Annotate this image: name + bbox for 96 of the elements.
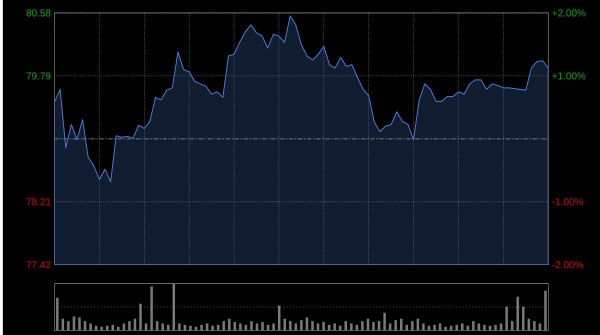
- bar: [189, 326, 192, 330]
- bar: [206, 323, 208, 330]
- bar: [416, 318, 420, 330]
- bar: [378, 320, 380, 330]
- bar: [306, 317, 308, 330]
- bar: [483, 324, 486, 330]
- bar: [84, 320, 86, 330]
- bar: [112, 324, 114, 330]
- bar: [266, 324, 270, 330]
- y2-tick-label: +2.00%: [552, 9, 586, 16]
- bar: [388, 323, 392, 330]
- bar: [411, 320, 414, 330]
- bar: [117, 326, 120, 330]
- y2-tick-label: -2.00%: [552, 261, 583, 268]
- bar: [328, 324, 330, 330]
- bar: [488, 326, 492, 330]
- bar: [500, 323, 502, 330]
- bar: [234, 322, 236, 330]
- bar: [128, 320, 131, 330]
- bar: [322, 322, 325, 330]
- bar: [406, 324, 408, 330]
- bar: [289, 320, 292, 330]
- bar: [144, 323, 148, 330]
- bar: [216, 324, 220, 330]
- bar: [200, 324, 203, 330]
- bar: [228, 318, 231, 330]
- bar: [361, 320, 364, 330]
- bar: [89, 323, 92, 330]
- bar: [533, 320, 536, 330]
- bar: [78, 317, 81, 330]
- y2-tick-label: -1.00%: [552, 198, 583, 206]
- bar: [478, 323, 480, 330]
- bar: [250, 320, 253, 330]
- bar: [134, 318, 136, 330]
- bar: [466, 326, 470, 330]
- bar: [461, 323, 464, 330]
- bar: [194, 326, 198, 330]
- bar: [422, 323, 425, 330]
- y-tick-label: 79.79: [26, 72, 50, 80]
- bar: [156, 320, 158, 330]
- bar: [383, 312, 386, 330]
- bar: [311, 320, 314, 330]
- y-tick-label: 77.42: [26, 261, 50, 268]
- bar: [244, 324, 248, 330]
- bar: [150, 286, 153, 330]
- bar: [222, 320, 225, 330]
- y-tick-label: 80.58: [26, 9, 51, 16]
- bar: [438, 323, 442, 330]
- bar: [494, 324, 497, 330]
- bar: [167, 324, 170, 330]
- bar: [211, 326, 214, 330]
- bar: [356, 324, 358, 330]
- bar: [184, 324, 186, 330]
- bar: [433, 324, 436, 330]
- bar: [338, 326, 342, 330]
- bar: [261, 322, 264, 330]
- bar: [505, 306, 508, 330]
- y2-tick-label: +1.00%: [552, 72, 586, 80]
- bar: [172, 283, 176, 330]
- bar: [283, 318, 286, 330]
- bar: [472, 320, 475, 330]
- bar: [278, 305, 280, 330]
- bar: [139, 304, 142, 330]
- bar: [272, 323, 275, 330]
- bar: [522, 306, 525, 330]
- bar: [316, 323, 320, 330]
- bar: [62, 318, 64, 330]
- bar: [100, 326, 103, 330]
- bar: [161, 323, 164, 330]
- bar: [122, 323, 126, 330]
- bar: [256, 323, 258, 330]
- bar: [67, 320, 70, 330]
- bar: [528, 318, 530, 330]
- bar: [344, 320, 348, 330]
- bar: [106, 326, 108, 330]
- bar: [56, 298, 59, 330]
- bar: [455, 324, 458, 330]
- bar: [350, 323, 353, 330]
- bar: [394, 320, 397, 330]
- bar: [428, 326, 430, 330]
- bar: [444, 326, 447, 330]
- bar: [72, 316, 76, 330]
- bar: [94, 326, 98, 330]
- bar: [544, 290, 547, 330]
- bar: [516, 296, 519, 330]
- bar: [450, 326, 452, 330]
- bar: [400, 318, 402, 330]
- bar: [294, 323, 298, 330]
- bar: [538, 323, 542, 330]
- bar: [239, 323, 242, 330]
- bar: [333, 323, 336, 330]
- bar: [366, 318, 370, 330]
- bar: [300, 320, 303, 330]
- y-tick-label: 78.21: [26, 198, 50, 206]
- bar: [178, 323, 181, 330]
- bar: [510, 320, 514, 330]
